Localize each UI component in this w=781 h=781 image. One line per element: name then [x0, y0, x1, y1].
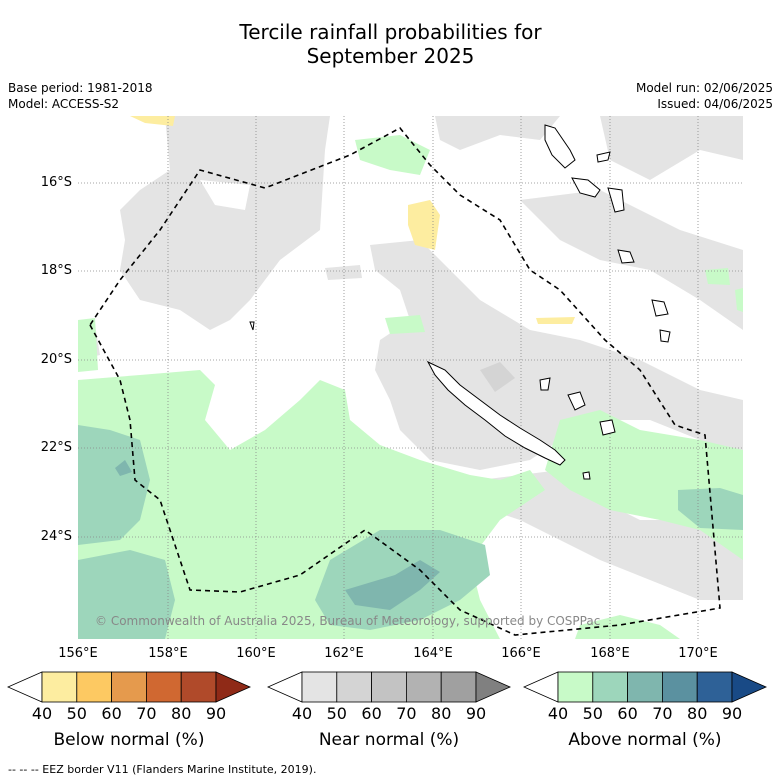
above-normal-region-60: [115, 460, 132, 476]
colorbar-tick-label: 50: [582, 704, 603, 723]
issued-date: Issued: 04/06/2025: [657, 97, 773, 111]
colorbar-tick-label: 70: [652, 704, 673, 723]
colorbar-tick-label: 60: [101, 704, 122, 723]
eez-border: [89, 126, 721, 636]
colorbar-segment: [41, 671, 78, 703]
colorbar-tick-label: 40: [547, 704, 569, 723]
near-normal-region-50: [480, 362, 515, 392]
colorbar-min-arrow: [7, 671, 43, 703]
lon-label-156e: 156°E: [58, 646, 98, 661]
graticule: [78, 116, 743, 639]
colorbar-max-arrow: [215, 671, 251, 703]
colorbar-segment: [662, 671, 698, 703]
meta-left: Base period: 1981-2018 Model: ACCESS-S2: [8, 80, 153, 112]
colorbar-tick-label: 50: [326, 704, 347, 723]
colorbar-min-arrow: [523, 671, 559, 703]
near-normal-region: [480, 470, 743, 600]
colorbar-tick-label: 60: [361, 704, 382, 723]
above-normal-region: [705, 268, 730, 285]
colorbar-segment: [301, 671, 338, 703]
model-run: Model run: 02/06/2025: [635, 81, 773, 95]
above-normal-region-50: [678, 488, 743, 530]
probability-field: [78, 116, 743, 639]
colorbar-tick-label: 40: [291, 704, 313, 723]
lat-label-22s: 22°S: [40, 440, 72, 455]
colorbar-segment: [180, 671, 217, 703]
above-normal-region-50: [78, 550, 175, 639]
colorbar-segment: [76, 671, 113, 703]
colorbar-tick-label: 60: [617, 704, 638, 723]
colorbar-near-normal: [267, 671, 511, 703]
vanuatu-islands: [249, 124, 671, 343]
colorbar-tick-label: 90: [205, 704, 227, 723]
colorbar-segment: [405, 671, 442, 703]
lat-label-18s: 18°S: [40, 263, 72, 278]
above-normal-region-50: [78, 425, 150, 545]
colorbar-tick-label: 70: [136, 704, 157, 723]
near-normal-region: [600, 116, 743, 180]
lat-label-24s: 24°S: [40, 529, 72, 544]
near-normal-region: [120, 116, 330, 330]
map-title: Tercile rainfall probabilities for Septe…: [0, 20, 781, 68]
lon-label-164e: 164°E: [413, 646, 453, 661]
lon-label-168e: 168°E: [590, 646, 630, 661]
colorbar-title: Near normal (%): [318, 730, 460, 750]
colorbar-tick-label: 80: [171, 704, 192, 723]
lon-label-158e: 158°E: [148, 646, 188, 661]
base-period: Base period: 1981-2018: [8, 81, 153, 95]
colorbar-above-normal: [523, 671, 767, 703]
colorbar-segment: [440, 671, 477, 703]
colorbar-below-normal: [7, 671, 251, 703]
lat-label-20s: 20°S: [40, 352, 72, 367]
near-normal-region: [435, 116, 560, 150]
colorbar-title: Above normal (%): [568, 730, 722, 750]
colorbar-max-arrow: [731, 671, 767, 703]
colorbar-max-arrow: [475, 671, 511, 703]
above-normal-region: [735, 288, 743, 312]
near-normal-region: [325, 265, 362, 280]
above-normal-region: [78, 318, 98, 372]
lon-label-162e: 162°E: [324, 646, 364, 661]
lon-label-166e: 166°E: [501, 646, 541, 661]
colorbar-min-arrow: [267, 671, 303, 703]
title-line-2: September 2025: [306, 44, 475, 68]
colorbar-segment: [336, 671, 372, 703]
colorbar-segment: [696, 671, 733, 703]
colorbar-segment: [111, 671, 147, 703]
colorbar-tick-label: 90: [465, 704, 487, 723]
new-caledonia-coastline: [426, 360, 566, 466]
above-normal-region: [385, 315, 425, 334]
near-normal-region: [370, 240, 743, 470]
colorbar-segment: [371, 671, 407, 703]
above-normal-region: [355, 135, 430, 175]
lat-label-16s: 16°S: [40, 175, 72, 190]
below-normal-region: [130, 116, 175, 126]
colorbar-tick-label: 50: [66, 704, 87, 723]
colorbar-title: Below normal (%): [53, 730, 205, 750]
copyright-notice: © Commonwealth of Australia 2025, Bureau…: [95, 614, 601, 628]
above-normal-region: [575, 615, 680, 639]
colorbar-tick-label: 80: [687, 704, 708, 723]
colorbar-tick-label: 80: [431, 704, 452, 723]
above-normal-region-60: [345, 560, 440, 610]
colorbar-tick-label: 90: [721, 704, 743, 723]
loyalty-islands: [539, 377, 616, 480]
lon-label-160e: 160°E: [236, 646, 276, 661]
colorbar-tick-label: 70: [396, 704, 417, 723]
colorbar-segment: [627, 671, 663, 703]
below-normal-region: [536, 317, 575, 324]
title-line-1: Tercile rainfall probabilities for: [239, 20, 542, 44]
lon-label-170e: 170°E: [678, 646, 718, 661]
colorbar-segment: [592, 671, 628, 703]
colorbar-segment: [557, 671, 594, 703]
eez-footer-note: -- -- -- EEZ border V11 (Flanders Marine…: [8, 763, 317, 776]
meta-right: Model run: 02/06/2025 Issued: 04/06/2025: [636, 80, 773, 112]
colorbar-segment: [145, 671, 182, 703]
near-normal-region: [200, 180, 250, 210]
below-normal-region: [408, 200, 440, 250]
model-name: Model: ACCESS-S2: [8, 97, 120, 111]
colorbar-tick-label: 40: [31, 704, 53, 723]
